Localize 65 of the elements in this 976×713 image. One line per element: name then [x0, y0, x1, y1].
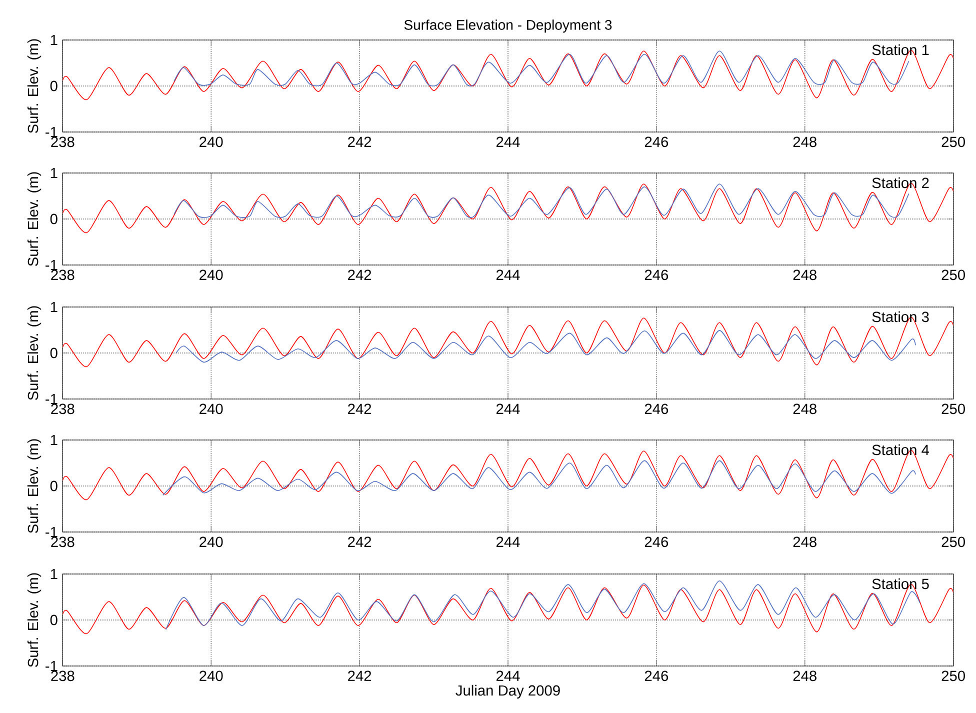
x-tick-label: 248	[793, 270, 816, 280]
y-tick-label: -1	[46, 260, 58, 270]
y-tick-label: 1	[50, 434, 58, 446]
y-tick-label: 1	[50, 302, 58, 312]
y-tick-label: -1	[46, 660, 58, 672]
x-tick-label: 246	[644, 404, 668, 414]
line-series	[165, 580, 920, 630]
x-axis-title: Julian Day 2009	[456, 684, 560, 699]
x-tick-label: 238	[51, 670, 74, 682]
x-tick-label: 242	[348, 136, 372, 147]
y-tick-label: 1	[50, 168, 58, 178]
x-tick-label: 244	[496, 536, 520, 547]
y-tick-label: -1	[46, 126, 58, 138]
annotation: Station 5	[872, 578, 929, 590]
chart-title: Surface Elevation - Deployment 3	[404, 20, 612, 33]
x-tick-label: 242	[348, 404, 372, 414]
x-tick-label: 250	[942, 136, 965, 148]
x-tick-label: 240	[200, 270, 223, 280]
y-axis-title: Surf. Elev. (m)	[27, 439, 42, 533]
x-tick-label: 238	[51, 270, 74, 280]
x-tick-label: 240	[200, 136, 223, 148]
y-tick-label: 0	[50, 348, 58, 358]
x-tick-label: 242	[348, 670, 372, 681]
y-tick-label: -1	[46, 394, 58, 404]
x-tick-label: 240	[200, 536, 223, 548]
x-tick-label: 238	[51, 136, 74, 148]
line-series	[162, 460, 916, 496]
y-axis-title: Surf. Elev. (m)	[27, 39, 42, 133]
annotation: Station 3	[872, 311, 929, 322]
x-tick-label: 242	[348, 536, 372, 547]
x-tick-label: 244	[496, 404, 520, 414]
x-tick-label: 244	[496, 670, 520, 681]
y-axis-title: Surf. Elev. (m)	[27, 172, 42, 266]
x-tick-label: 246	[644, 536, 668, 548]
x-tick-label: 246	[644, 270, 668, 280]
x-tick-label: 250	[942, 404, 965, 414]
x-tick-label: 240	[200, 670, 223, 682]
x-tick-label: 246	[644, 136, 668, 148]
y-axis-title: Surf. Elev. (m)	[27, 573, 42, 667]
x-tick-label: 240	[200, 404, 223, 414]
x-tick-label: 248	[793, 136, 816, 148]
x-tick-label: 250	[942, 270, 965, 280]
x-tick-label: 244	[496, 270, 520, 280]
y-tick-label: 1	[50, 568, 58, 580]
x-tick-label: 244	[496, 136, 520, 147]
y-axis-title: Surf. Elev. (m)	[27, 306, 42, 400]
y-tick-label: 1	[50, 34, 58, 46]
y-tick-label: -1	[46, 526, 58, 538]
x-tick-label: 246	[644, 670, 668, 682]
y-tick-label: 0	[50, 480, 58, 492]
line-series	[176, 330, 916, 363]
y-tick-label: 0	[50, 614, 58, 626]
x-tick-label: 248	[793, 404, 816, 414]
annotation: Station 1	[872, 44, 929, 56]
x-tick-label: 250	[942, 670, 965, 682]
x-tick-label: 248	[793, 536, 816, 548]
x-tick-label: 250	[942, 536, 965, 548]
x-tick-label: 248	[793, 670, 816, 682]
x-tick-label: 242	[348, 270, 372, 280]
annotation: Station 2	[872, 177, 929, 188]
y-tick-label: 0	[50, 214, 58, 224]
x-tick-label: 238	[51, 536, 74, 548]
x-tick-label: 238	[51, 404, 74, 414]
y-tick-label: 0	[50, 80, 58, 92]
annotation: Station 4	[872, 444, 930, 456]
